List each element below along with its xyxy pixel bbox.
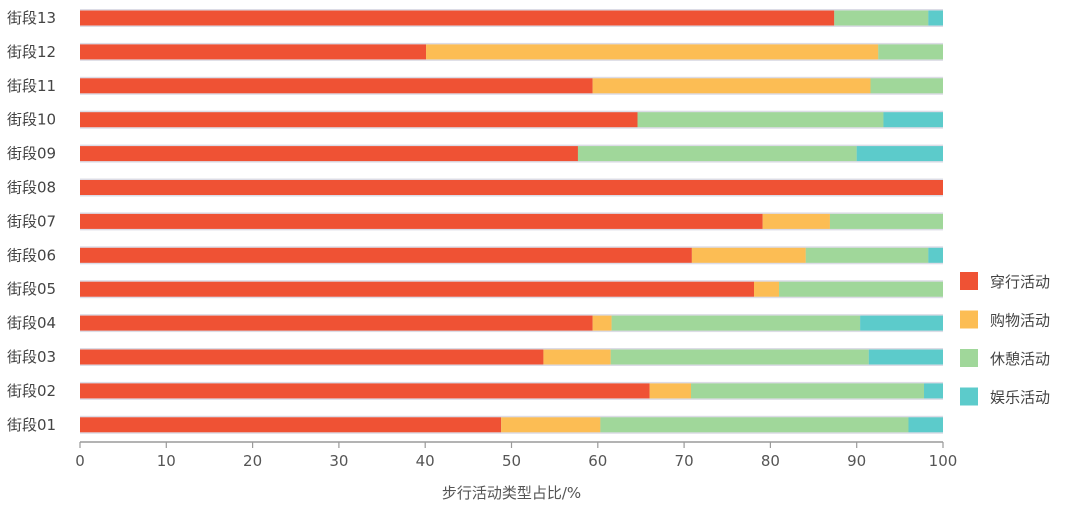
bar-segment bbox=[868, 349, 943, 365]
category-label: 街段03 bbox=[7, 348, 56, 366]
bar-segment bbox=[80, 10, 835, 26]
x-tick-label: 30 bbox=[329, 452, 348, 470]
bar-segment bbox=[856, 146, 943, 162]
bar-segment bbox=[754, 281, 780, 297]
x-tick-label: 50 bbox=[502, 452, 521, 470]
bar-segment bbox=[610, 349, 869, 365]
bar-segment bbox=[80, 281, 755, 297]
category-label: 街段09 bbox=[7, 145, 56, 163]
bar-segment bbox=[878, 44, 943, 60]
x-tick-label: 70 bbox=[675, 452, 694, 470]
bar-segment bbox=[611, 315, 861, 331]
category-label: 街段07 bbox=[7, 212, 56, 230]
x-axis-title: 步行活动类型占比/% bbox=[442, 484, 581, 502]
legend-label: 娱乐活动 bbox=[990, 389, 1050, 407]
category-label: 街段05 bbox=[7, 280, 56, 298]
bar-segment bbox=[834, 10, 929, 26]
x-tick-label: 90 bbox=[847, 452, 866, 470]
legend-swatch bbox=[960, 310, 978, 329]
bar-segment bbox=[80, 315, 593, 331]
bar-segment bbox=[80, 180, 943, 195]
bar-segment bbox=[426, 44, 879, 60]
bar-segment bbox=[592, 315, 612, 331]
bar-segment bbox=[80, 349, 544, 365]
category-labels: 街段13 街段12 街段11 街段10 街段09 街段08 街段07 街段06 街段05 街段04… bbox=[7, 9, 56, 434]
bar-segment bbox=[80, 383, 650, 399]
bar-segment bbox=[80, 247, 692, 263]
x-tick-label: 20 bbox=[243, 452, 262, 470]
category-label: 街段02 bbox=[7, 382, 56, 400]
bar-segment bbox=[592, 78, 871, 94]
bar-segment bbox=[779, 281, 943, 297]
bar-segment bbox=[762, 213, 830, 229]
x-tick-label: 100 bbox=[929, 452, 958, 470]
bar-segment bbox=[924, 383, 943, 399]
bar-segment bbox=[870, 78, 943, 94]
bar-segment bbox=[80, 213, 763, 229]
bar-segment bbox=[860, 315, 943, 331]
legend-swatch bbox=[960, 349, 978, 367]
x-tick-label: 80 bbox=[761, 452, 780, 470]
legend-label: 休憩活动 bbox=[990, 350, 1050, 368]
bar-segment bbox=[80, 146, 578, 162]
x-tick-label: 10 bbox=[157, 452, 176, 470]
category-label: 街段11 bbox=[7, 77, 56, 95]
legend-label: 购物活动 bbox=[990, 312, 1050, 330]
category-label: 街段12 bbox=[7, 43, 56, 61]
bar-segment bbox=[80, 417, 502, 433]
legend-label: 穿行活动 bbox=[990, 273, 1050, 291]
bar-segment bbox=[80, 78, 593, 94]
category-label: 街段06 bbox=[7, 246, 56, 264]
category-label: 街段10 bbox=[7, 111, 56, 129]
bars-layer bbox=[80, 9, 943, 434]
bar-segment bbox=[577, 146, 857, 162]
bar-segment bbox=[928, 247, 943, 263]
legend-swatch bbox=[960, 272, 978, 290]
bar-segment bbox=[928, 10, 943, 26]
bar-segment bbox=[883, 112, 943, 128]
bar-segment bbox=[908, 417, 943, 433]
bar-segment bbox=[637, 112, 884, 128]
bar-segment bbox=[829, 213, 943, 229]
bar-segment bbox=[691, 383, 925, 399]
bar-segment bbox=[543, 349, 611, 365]
x-tick-label: 60 bbox=[588, 452, 607, 470]
bar-segment bbox=[80, 44, 427, 60]
bar-segment bbox=[600, 417, 909, 433]
category-label: 街段13 bbox=[7, 9, 56, 27]
legend-swatch bbox=[960, 387, 978, 406]
bar-segment bbox=[805, 247, 929, 263]
category-label: 街段04 bbox=[7, 314, 56, 332]
bar-segment bbox=[501, 417, 601, 433]
bar-segment bbox=[649, 383, 692, 399]
x-axis-ticks: 0 10 20 30 40 50 60 70 80 90 100 bbox=[75, 442, 957, 470]
category-label: 街段08 bbox=[7, 179, 56, 197]
x-tick-label: 40 bbox=[416, 452, 435, 470]
x-tick-label: 0 bbox=[75, 452, 85, 470]
bar-segment bbox=[691, 247, 806, 263]
bar-segment bbox=[80, 112, 638, 128]
category-label: 街段01 bbox=[7, 416, 56, 434]
